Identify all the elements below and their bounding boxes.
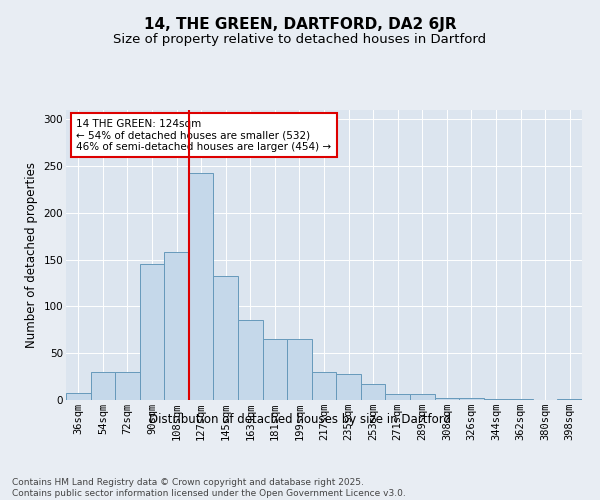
Text: Distribution of detached houses by size in Dartford: Distribution of detached houses by size … [149,412,451,426]
Bar [361,384,385,400]
Bar [91,372,115,400]
Text: 14, THE GREEN, DARTFORD, DA2 6JR: 14, THE GREEN, DARTFORD, DA2 6JR [143,18,457,32]
Bar [140,264,164,400]
Bar [459,398,484,400]
Bar [189,172,214,400]
Bar [557,399,582,400]
Bar [385,394,410,400]
Text: 14 THE GREEN: 124sqm
← 54% of detached houses are smaller (532)
46% of semi-deta: 14 THE GREEN: 124sqm ← 54% of detached h… [76,118,331,152]
Bar [434,398,459,400]
Bar [410,394,434,400]
Bar [287,339,312,400]
Bar [214,276,238,400]
Bar [336,374,361,400]
Bar [312,372,336,400]
Bar [66,394,91,400]
Bar [238,320,263,400]
Y-axis label: Number of detached properties: Number of detached properties [25,162,38,348]
Bar [263,339,287,400]
Bar [115,372,140,400]
Bar [164,252,189,400]
Bar [484,399,508,400]
Bar [508,399,533,400]
Text: Size of property relative to detached houses in Dartford: Size of property relative to detached ho… [113,32,487,46]
Text: Contains HM Land Registry data © Crown copyright and database right 2025.
Contai: Contains HM Land Registry data © Crown c… [12,478,406,498]
